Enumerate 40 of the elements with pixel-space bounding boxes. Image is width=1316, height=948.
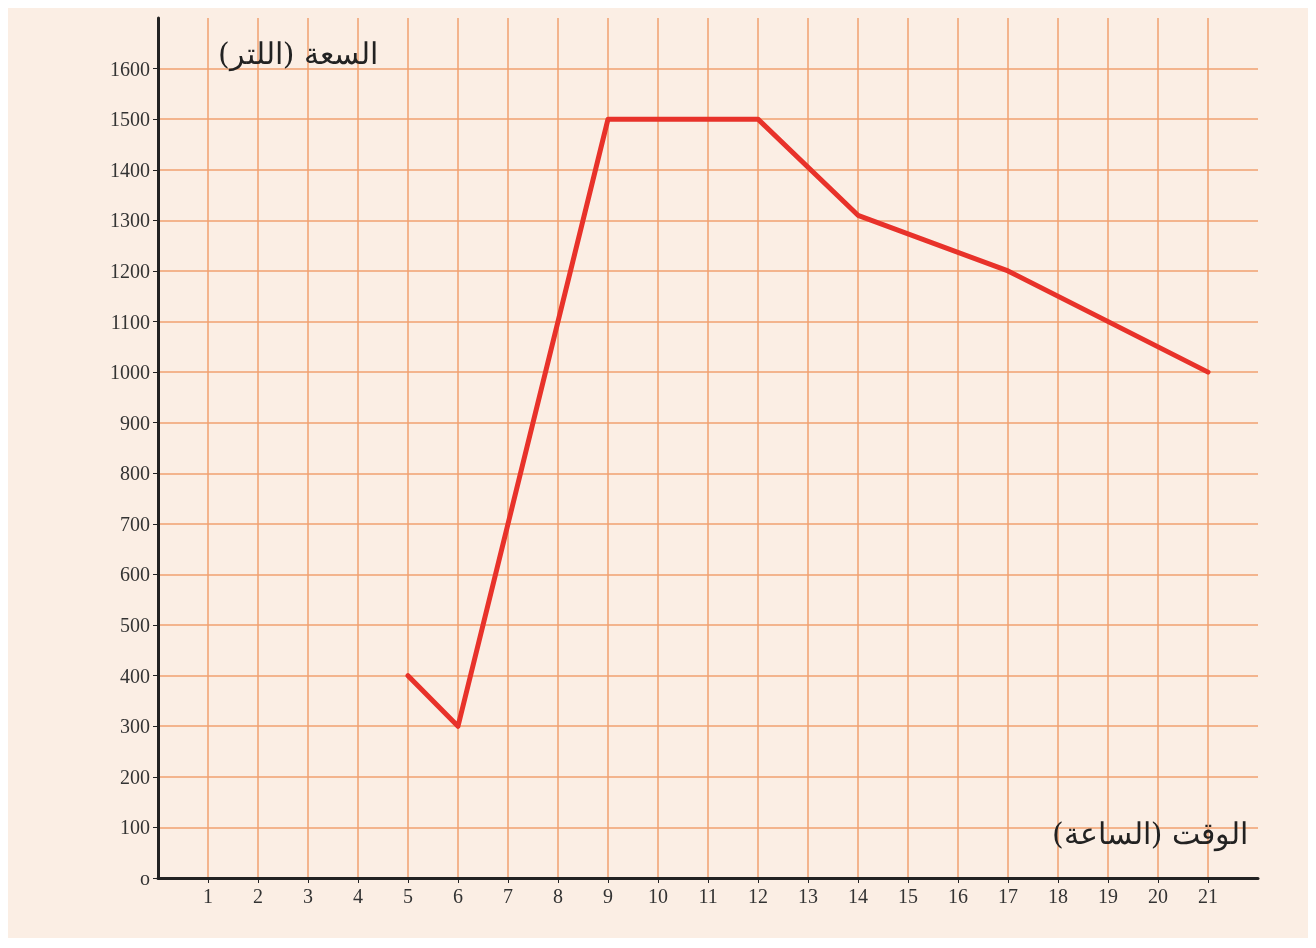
- y-tick-label: 1500: [110, 108, 150, 131]
- x-tick-label: 17: [998, 885, 1018, 907]
- x-tick-label: 18: [1048, 885, 1068, 907]
- x-tick-label: 7: [503, 885, 513, 907]
- x-axis-title: الوقت (الساعة): [1052, 815, 1248, 852]
- x-tick-label: 3: [303, 885, 313, 907]
- x-tick-label: 10: [648, 885, 668, 907]
- x-tick-label: 6: [453, 885, 463, 907]
- y-tick-label: 1300: [110, 209, 150, 232]
- x-tick-label: 2: [253, 885, 263, 907]
- y-tick-label: 900: [120, 411, 150, 434]
- y-tick-label: 200: [120, 765, 150, 788]
- x-tick-label: 12: [748, 885, 768, 907]
- x-tick-label: 16: [948, 885, 968, 907]
- y-tick-label: 600: [120, 563, 150, 586]
- y-tick-label: 100: [120, 816, 150, 839]
- x-tick-label: 14: [848, 885, 868, 907]
- x-tick-label: 20: [1148, 885, 1168, 907]
- y-tick-label: 1600: [110, 57, 150, 80]
- x-tick-label: 11: [698, 885, 718, 907]
- y-tick-label: 1200: [110, 259, 150, 282]
- x-tick-label: 5: [403, 885, 413, 907]
- y-tick-label: 1100: [110, 310, 150, 333]
- y-tick-label: 400: [120, 664, 150, 687]
- x-tick-label: 8: [553, 885, 563, 907]
- y-tick-label: 300: [120, 715, 150, 738]
- y-tick-label: 1000: [110, 361, 150, 384]
- x-tick-label: 4: [353, 885, 363, 907]
- y-tick-label: 1400: [110, 158, 150, 181]
- x-tick-label: 1: [203, 885, 213, 907]
- y-tick-label: 700: [120, 512, 150, 535]
- x-tick-label: 13: [798, 885, 818, 907]
- y-axis-title: السعة (اللتر): [218, 35, 378, 72]
- x-tick-label: 21: [1198, 885, 1218, 907]
- x-tick-label: 9: [603, 885, 613, 907]
- y-tick-label: 800: [120, 462, 150, 485]
- y-tick-label: 500: [120, 614, 150, 637]
- y-tick-label: o: [140, 867, 150, 889]
- x-tick-label: 15: [898, 885, 918, 907]
- x-tick-label: 19: [1098, 885, 1118, 907]
